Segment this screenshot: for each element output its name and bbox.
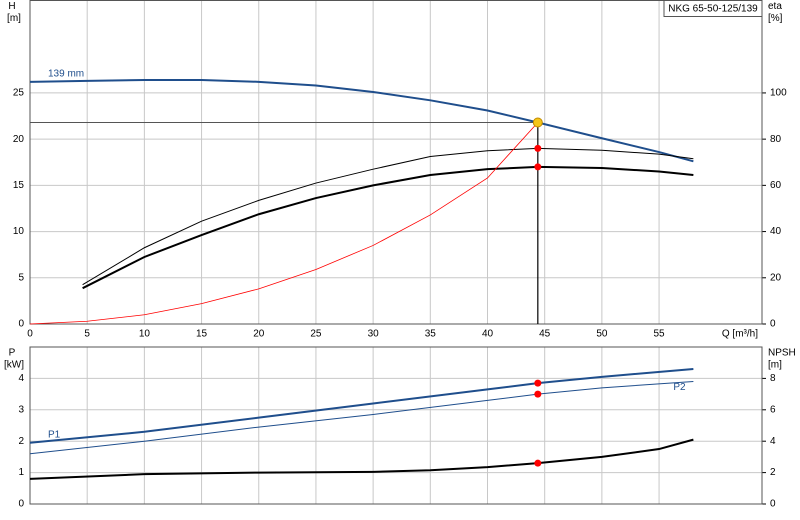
y2-tick-label: 2 xyxy=(770,467,776,478)
y-tick-label: 3 xyxy=(18,404,24,415)
curve xyxy=(82,147,694,286)
y2-tick-label: 4 xyxy=(770,436,776,447)
point xyxy=(534,379,542,387)
series-label: P2 xyxy=(673,382,686,393)
y2-tick-label: 8 xyxy=(770,373,776,384)
y2-tick-label: 6 xyxy=(770,404,776,415)
x-tick-label: 5 xyxy=(84,329,90,340)
x-tick-label: 0 xyxy=(27,329,33,340)
x-tick-label: 35 xyxy=(425,329,437,340)
y2-axis-label: eta xyxy=(768,1,782,12)
y-tick-label: 25 xyxy=(13,88,25,99)
plot-frame xyxy=(29,346,763,505)
y-axis-label: H xyxy=(8,1,15,12)
x-tick-label: 45 xyxy=(539,329,551,340)
x-axis-label: Q [m³/h] xyxy=(722,329,758,340)
x-tick-label: 25 xyxy=(310,329,322,340)
y-tick-label: 20 xyxy=(13,134,25,145)
x-tick-label: 20 xyxy=(253,329,265,340)
x-tick-label: 55 xyxy=(654,329,666,340)
y2-axis-unit: [m] xyxy=(768,360,782,371)
y-tick-label: 5 xyxy=(18,272,24,283)
y2-axis-unit: [%] xyxy=(768,13,783,24)
plot-frame xyxy=(29,0,763,325)
y2-tick-label: 80 xyxy=(770,134,782,145)
x-tick-label: 10 xyxy=(139,329,151,340)
curve xyxy=(29,122,539,325)
x-tick-label: 50 xyxy=(596,329,608,340)
title-box xyxy=(663,0,763,17)
y-tick-label: 2 xyxy=(18,436,24,447)
duty-point xyxy=(532,117,543,128)
y2-tick-label: 20 xyxy=(770,272,782,283)
y2-tick-label: 0 xyxy=(770,319,776,330)
y-tick-label: 10 xyxy=(13,226,25,237)
y2-tick-label: 0 xyxy=(770,499,776,510)
point xyxy=(534,163,542,171)
y-axis-unit: [m] xyxy=(7,13,21,24)
series-label: P1 xyxy=(48,429,61,440)
y-tick-label: 4 xyxy=(18,373,24,384)
curve xyxy=(29,78,694,163)
x-tick-label: 40 xyxy=(482,329,494,340)
y2-axis-label: NPSH xyxy=(768,348,796,359)
y-tick-label: 0 xyxy=(18,319,24,330)
x-tick-label: 15 xyxy=(196,329,208,340)
point xyxy=(534,144,542,152)
series-label: 139 mm xyxy=(48,68,84,79)
curve xyxy=(82,165,694,290)
point xyxy=(534,459,542,467)
y-tick-label: 1 xyxy=(18,467,24,478)
y2-tick-label: 60 xyxy=(770,180,782,191)
y2-tick-label: 100 xyxy=(770,88,787,99)
x-tick-label: 30 xyxy=(368,329,380,340)
curve xyxy=(29,438,694,480)
chart-title: NKG 65-50-125/139 xyxy=(668,4,758,15)
y-tick-label: 15 xyxy=(13,180,25,191)
y-axis-unit: [kW] xyxy=(4,360,24,371)
y2-tick-label: 40 xyxy=(770,226,782,237)
point xyxy=(534,390,542,398)
y-axis-label: P xyxy=(9,348,16,359)
curve xyxy=(29,367,694,444)
y-tick-label: 0 xyxy=(18,499,24,510)
curve xyxy=(29,381,694,455)
